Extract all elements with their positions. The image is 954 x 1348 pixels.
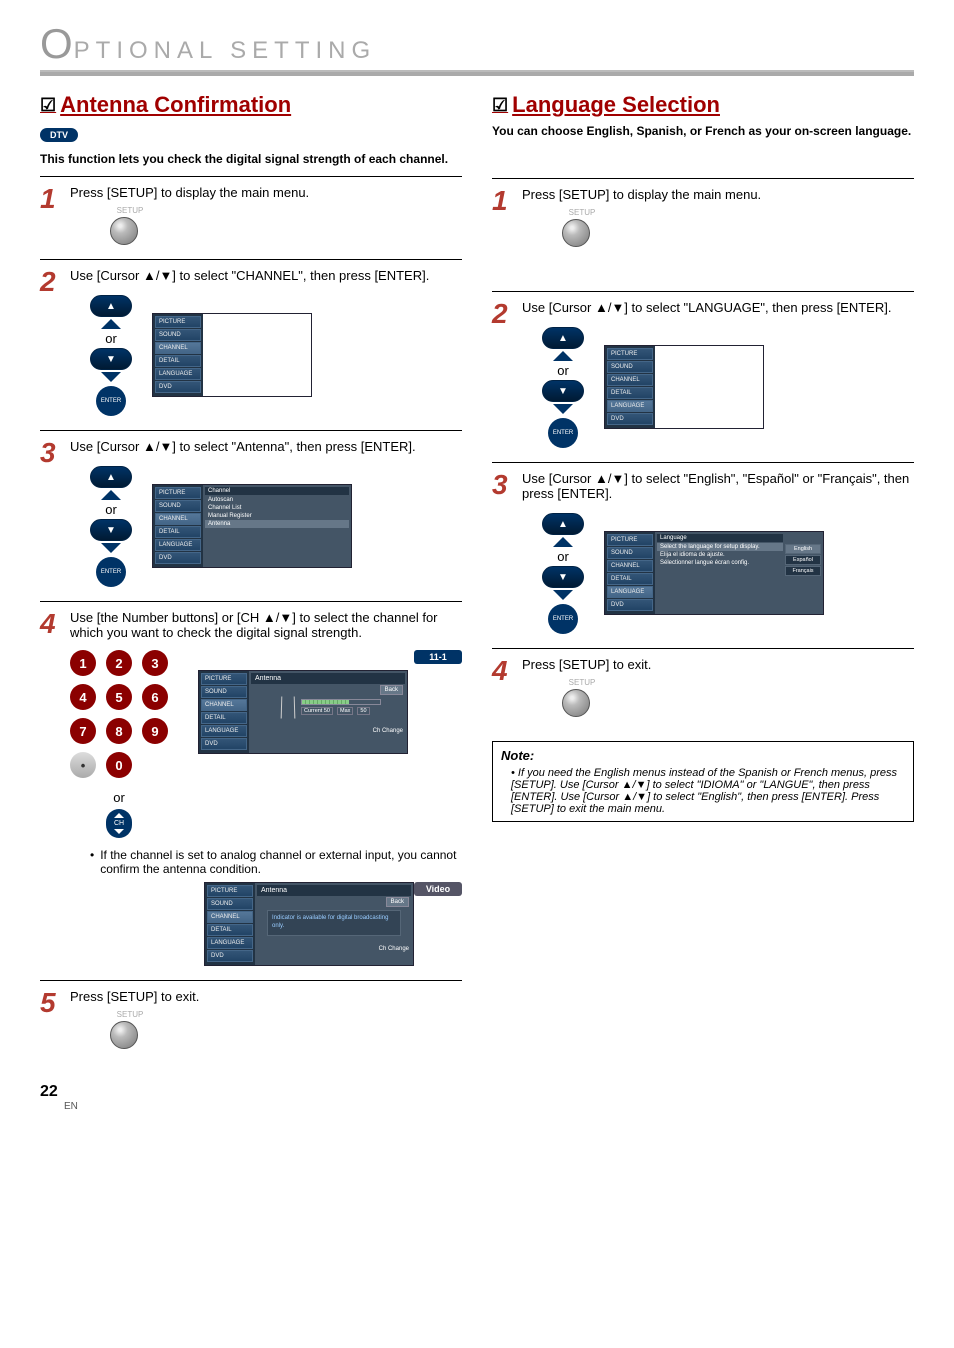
setup-button-icon (110, 1021, 138, 1049)
setup-button-icon (110, 217, 138, 245)
video-badge: Video (414, 882, 462, 896)
cursor-control-icon: ▲ or ▼ ENTER (542, 325, 584, 448)
left-step4-text: Use [the Number buttons] or [CH ▲/▼] to … (70, 610, 438, 640)
ch-pad-icon: CH (106, 809, 132, 838)
page-header: O PTIONAL SETTING (40, 20, 914, 76)
left-step-3: 3 Use [Cursor ▲/▼] to select "Antenna", … (40, 430, 462, 601)
enter-button-icon: ENTER (96, 557, 126, 587)
header-initial: O (40, 20, 74, 68)
note-title: Note: (501, 748, 905, 763)
antenna-signal-screenshot: PICTURE SOUND CHANNEL DETAIL LANGUAGE DV… (198, 670, 408, 754)
note-body: If you need the English menus instead of… (511, 767, 905, 815)
language-title-text: Language Selection (512, 92, 720, 118)
right-step1-text: Press [SETUP] to display the main menu. (522, 187, 761, 202)
cursor-control-icon: ▲ or ▼ ENTER (90, 293, 132, 416)
left-step-1: 1 Press [SETUP] to display the main menu… (40, 176, 462, 259)
right-step4-text: Press [SETUP] to exit. (522, 657, 651, 672)
left-column: ☑ Antenna Confirmation DTV This function… (40, 86, 462, 1063)
language-menu-screenshot: PICTURE SOUND CHANNEL DETAIL LANGUAGE DV… (604, 531, 824, 615)
enter-button-icon: ENTER (96, 386, 126, 416)
page-number: 22 EN (40, 1083, 914, 1112)
back-button: Back (386, 897, 409, 907)
setup-label: SETUP (110, 206, 150, 215)
back-button: Back (380, 685, 403, 695)
left-step3-text: Use [Cursor ▲/▼] to select "Antenna", th… (70, 439, 416, 454)
language-title: ☑ Language Selection (492, 92, 914, 118)
antenna-intro: This function lets you check the digital… (40, 152, 462, 166)
enter-button-icon: ENTER (548, 604, 578, 634)
left-step-2: 2 Use [Cursor ▲/▼] to select "CHANNEL", … (40, 259, 462, 430)
enter-button-icon: ENTER (548, 418, 578, 448)
main-menu-screenshot-lang: PICTURE SOUND CHANNEL DETAIL LANGUAGE DV… (604, 345, 764, 429)
antenna-title: ☑ Antenna Confirmation (40, 92, 462, 118)
left-step1-text: Press [SETUP] to display the main menu. (70, 185, 309, 200)
left-step5-text: Press [SETUP] to exit. (70, 989, 199, 1004)
left-step-5: 5 Press [SETUP] to exit. SETUP (40, 980, 462, 1063)
numpad-icon: 1 2 3 4 5 6 7 8 (70, 650, 168, 786)
left-step2-text: Use [Cursor ▲/▼] to select "CHANNEL", th… (70, 268, 429, 283)
setup-button-icon (562, 689, 590, 717)
right-column: ☑ Language Selection You can choose Engl… (492, 86, 914, 1063)
dtv-badge: DTV (40, 128, 78, 142)
right-step-2: 2 Use [Cursor ▲/▼] to select "LANGUAGE",… (492, 291, 914, 462)
left-bullet: If the channel is set to analog channel … (90, 848, 462, 876)
right-step-3: 3 Use [Cursor ▲/▼] to select "English", … (492, 462, 914, 648)
left-step-4: 4 Use [the Number buttons] or [CH ▲/▼] t… (40, 601, 462, 980)
right-step3-text: Use [Cursor ▲/▼] to select "English", "E… (522, 471, 909, 501)
right-step-4: 4 Press [SETUP] to exit. SETUP (492, 648, 914, 731)
setup-button-icon (562, 219, 590, 247)
main-menu-screenshot: PICTURE SOUND CHANNEL DETAIL LANGUAGE DV… (152, 313, 312, 397)
ch-change-label: Ch Change (257, 944, 411, 954)
note-box: Note: If you need the English menus inst… (492, 741, 914, 822)
header-rest: PTIONAL SETTING (74, 37, 376, 65)
ch-change-label: Ch Change (251, 726, 405, 736)
cursor-control-icon: ▲ or ▼ ENTER (90, 464, 132, 587)
channel-menu-screenshot: PICTURE SOUND CHANNEL DETAIL LANGUAGE DV… (152, 484, 352, 568)
right-step2-text: Use [Cursor ▲/▼] to select "LANGUAGE", t… (522, 300, 891, 315)
channel-number-badge: 11-1 (414, 650, 462, 664)
antenna-title-text: Antenna Confirmation (60, 92, 291, 118)
indicator-message: Indicator is available for digital broad… (267, 910, 401, 936)
cursor-control-icon: ▲ or ▼ ENTER (542, 511, 584, 634)
antenna-na-screenshot: PICTURE SOUND CHANNEL DETAIL LANGUAGE DV… (204, 882, 414, 966)
right-step-1: 1 Press [SETUP] to display the main menu… (492, 178, 914, 291)
language-intro: You can choose English, Spanish, or Fren… (492, 124, 914, 138)
